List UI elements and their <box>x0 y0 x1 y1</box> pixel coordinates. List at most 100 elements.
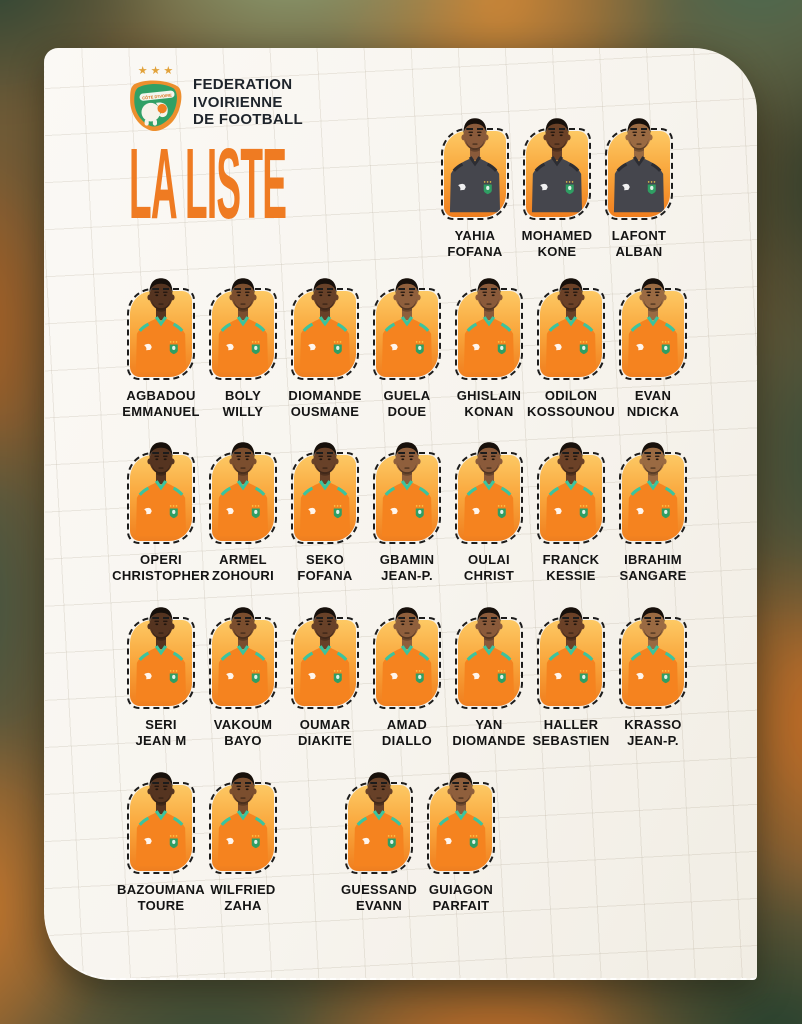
player-name-line1: OPERI <box>140 552 182 567</box>
player-name: BOLY WILLY <box>223 388 264 420</box>
player-avatar-icon <box>217 278 269 373</box>
player-name-line1: GHISLAIN <box>456 388 522 403</box>
player-card: SEKO FOFANA <box>291 442 359 584</box>
player-photo-frame <box>345 772 413 874</box>
player-photo-frame <box>291 442 359 544</box>
player-avatar-icon <box>463 278 515 373</box>
player-card: EVAN NDICKA <box>619 278 687 420</box>
player-avatar-icon <box>463 607 515 702</box>
player-name-line2: SEBASTIEN <box>532 733 610 748</box>
federation-crest-icon <box>130 80 182 132</box>
player-avatar-icon <box>545 607 597 702</box>
player-avatar-icon <box>299 442 351 537</box>
row-goalkeepers: YAHIA FOFANA <box>441 118 673 260</box>
player-name-line2: DOUE <box>387 404 427 419</box>
player-card: WILFRIED ZAHA <box>209 772 277 914</box>
player-photo-frame <box>209 772 277 874</box>
player-name-line1: HALLER <box>543 717 599 732</box>
player-name-line1: SEKO <box>305 552 345 567</box>
player-avatar-icon <box>627 607 679 702</box>
player-avatar-icon <box>135 278 187 373</box>
player-card: LAFONT ALBAN <box>605 118 673 260</box>
player-card: IBRAHIM SANGARE <box>619 442 687 584</box>
player-card: YAHIA FOFANA <box>441 118 509 260</box>
player-avatar-icon <box>545 278 597 373</box>
player-name-line2: KESSIE <box>546 568 596 583</box>
player-photo-frame <box>441 118 509 220</box>
player-name-line1: AGBADOU <box>126 388 196 403</box>
player-name: EVAN NDICKA <box>627 388 679 420</box>
player-name-line1: GUELA <box>383 388 431 403</box>
player-name: AGBADOU EMMANUEL <box>122 388 200 420</box>
player-name-line2: KONE <box>537 244 577 259</box>
player-avatar-icon <box>545 442 597 537</box>
player-name: SEKO FOFANA <box>297 552 352 584</box>
row-players-3: SERI JEAN M <box>127 607 687 749</box>
player-photo-frame <box>209 442 277 544</box>
player-name-line2: DIAKITE <box>297 733 353 748</box>
player-name-line2: KONAN <box>464 404 514 419</box>
player-name: LAFONT ALBAN <box>612 228 667 260</box>
player-name-line2: BAYO <box>224 733 262 748</box>
player-card: VAKOUM BAYO <box>209 607 277 749</box>
player-photo-frame <box>605 118 673 220</box>
player-photo-frame <box>455 278 523 380</box>
player-name-line2: ZAHA <box>224 898 262 913</box>
player-name-line2: ALBAN <box>615 244 663 259</box>
player-avatar-icon <box>463 442 515 537</box>
player-name-line1: SERI <box>145 717 177 732</box>
player-avatar-icon <box>217 607 269 702</box>
player-name-line2: FOFANA <box>297 568 353 583</box>
player-name: MOHAMED KONE <box>522 228 593 260</box>
player-name-line1: GUESSAND <box>340 882 418 897</box>
player-name-line2: ZOHOURI <box>211 568 275 583</box>
player-name-line1: ODILON <box>544 388 598 403</box>
player-name: YAHIA FOFANA <box>447 228 502 260</box>
row-players-4: BAZOUMANA TOURE <box>117 772 495 914</box>
player-avatar-icon <box>613 118 665 213</box>
player-name: IBRAHIM SANGARE <box>619 552 686 584</box>
player-name-line1: MOHAMED <box>521 228 593 243</box>
player-name: OULAI CHRIST <box>464 552 514 584</box>
player-name-line1: LAFONT <box>611 228 667 243</box>
player-card: YAN DIOMANDE <box>452 607 525 749</box>
player-avatar-icon <box>299 278 351 373</box>
player-name-line2: TOURE <box>137 898 185 913</box>
federation-crest: ★★★ CÔTE D'IVOIRE <box>125 64 189 139</box>
player-name: HALLER SEBASTIEN <box>532 717 609 749</box>
player-card: FRANCK KESSIE <box>537 442 605 584</box>
player-photo-frame <box>127 607 195 709</box>
player-avatar-icon <box>381 442 433 537</box>
player-photo-frame <box>373 442 441 544</box>
player-name: ARMEL ZOHOURI <box>212 552 274 584</box>
player-name-line1: BAZOUMANA <box>117 882 205 897</box>
player-name: GUIAGON PARFAIT <box>429 882 493 914</box>
player-card: BOLY WILLY <box>209 278 277 420</box>
player-name-line1: IBRAHIM <box>624 552 682 567</box>
player-card: GBAMIN JEAN-P. <box>373 442 441 584</box>
player-photo-frame <box>427 772 495 874</box>
federation-name: FEDERATION IVOIRIENNE DE FOOTBALL <box>193 76 303 129</box>
page-title: LA LISTE <box>129 128 287 240</box>
player-photo-frame <box>537 607 605 709</box>
player-name-line2: JEAN M <box>135 733 187 748</box>
player-name: OUMAR DIAKITE <box>298 717 352 749</box>
player-photo-frame <box>209 607 277 709</box>
player-photo-frame <box>291 278 359 380</box>
player-card: GUELA DOUE <box>373 278 441 420</box>
player-card: OULAI CHRIST <box>455 442 523 584</box>
player-name: GUELA DOUE <box>384 388 431 420</box>
player-avatar-icon <box>531 118 583 213</box>
player-photo-frame <box>127 278 195 380</box>
player-avatar-icon <box>353 772 405 867</box>
player-card: KRASSO JEAN-P. <box>619 607 687 749</box>
player-name: GUESSAND EVANN <box>341 882 417 914</box>
player-name: AMAD DIALLO <box>382 717 432 749</box>
player-photo-frame <box>127 442 195 544</box>
player-name-line2: NDICKA <box>626 404 680 419</box>
player-photo-frame <box>455 442 523 544</box>
player-photo-frame <box>373 607 441 709</box>
player-photo-frame <box>127 772 195 874</box>
player-card: ARMEL ZOHOURI <box>209 442 277 584</box>
